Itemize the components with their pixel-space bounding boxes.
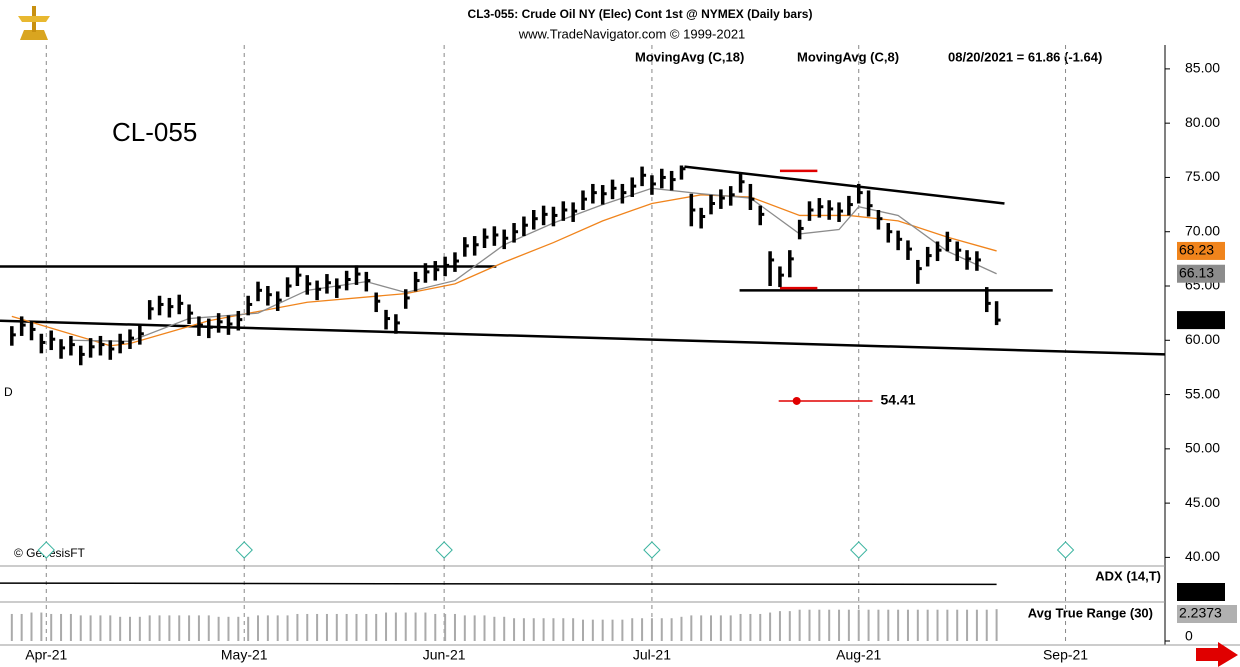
close-value-box (1177, 311, 1225, 330)
adx-box (1177, 583, 1225, 601)
x-tick-label: Sep-21 (1043, 647, 1088, 663)
chart-subtitle: www.TradeNavigator.com © 1999-2021 (518, 26, 746, 41)
moving-average (70, 187, 997, 343)
y-tick-label: 40.00 (1185, 548, 1220, 564)
x-tick-label: Aug-21 (836, 647, 881, 663)
y-tick-label: 85.00 (1185, 60, 1220, 76)
ma-value-box (1177, 264, 1225, 283)
moving-average (11, 194, 997, 347)
scroll-arrow[interactable] (1196, 642, 1238, 667)
y-tick-label: 60.00 (1185, 331, 1220, 347)
y-tick-label: 55.00 (1185, 385, 1220, 401)
ma-value-box (1177, 241, 1225, 260)
x-tick-label: Jun-21 (423, 647, 466, 663)
adx-value: 27.06 (1179, 583, 1214, 599)
x-tick-label: Apr-21 (25, 647, 67, 663)
target-label: 54.41 (881, 392, 916, 408)
x-tick-label: May-21 (221, 647, 268, 663)
symbol-label: CL-055 (112, 117, 197, 147)
chart-title: CL3-055: Crude Oil NY (Elec) Cont 1st @ … (468, 7, 813, 21)
event-icon (37, 541, 55, 559)
event-icon (643, 541, 661, 559)
legend-entry: MovingAvg (C,8) (797, 49, 899, 64)
event-icon (1056, 541, 1075, 559)
event-icon (435, 541, 453, 559)
left-label: D (4, 385, 13, 399)
atr-tick-label: 0 (1185, 628, 1193, 644)
event-icon (850, 541, 868, 559)
close-value: 61.86 (1179, 311, 1214, 327)
adx-label: ADX (14,T) (1095, 568, 1161, 583)
trendline (0, 319, 1166, 356)
atr-label: Avg True Range (30) (1028, 605, 1153, 620)
x-tick-label: Jul-21 (633, 647, 671, 663)
atr-box (1177, 605, 1237, 623)
y-tick-label: 70.00 (1185, 222, 1220, 238)
logo (18, 6, 50, 40)
legend-entry: MovingAvg (C,18) (635, 49, 744, 64)
adx-line (0, 582, 997, 586)
y-tick-label: 80.00 (1185, 114, 1220, 130)
y-tick-label: 45.00 (1185, 494, 1220, 510)
trendline (684, 165, 1005, 205)
y-tick-label: 50.00 (1185, 440, 1220, 456)
target-point (792, 396, 801, 405)
event-icon (235, 541, 253, 559)
atr-value: 2.2373 (1179, 605, 1222, 621)
ma-value: 68.23 (1179, 242, 1214, 258)
quote: 08/20/2021 = 61.86 (-1.64) (948, 49, 1102, 64)
y-tick-label: 75.00 (1185, 168, 1220, 184)
ma-value: 66.13 (1179, 264, 1214, 280)
